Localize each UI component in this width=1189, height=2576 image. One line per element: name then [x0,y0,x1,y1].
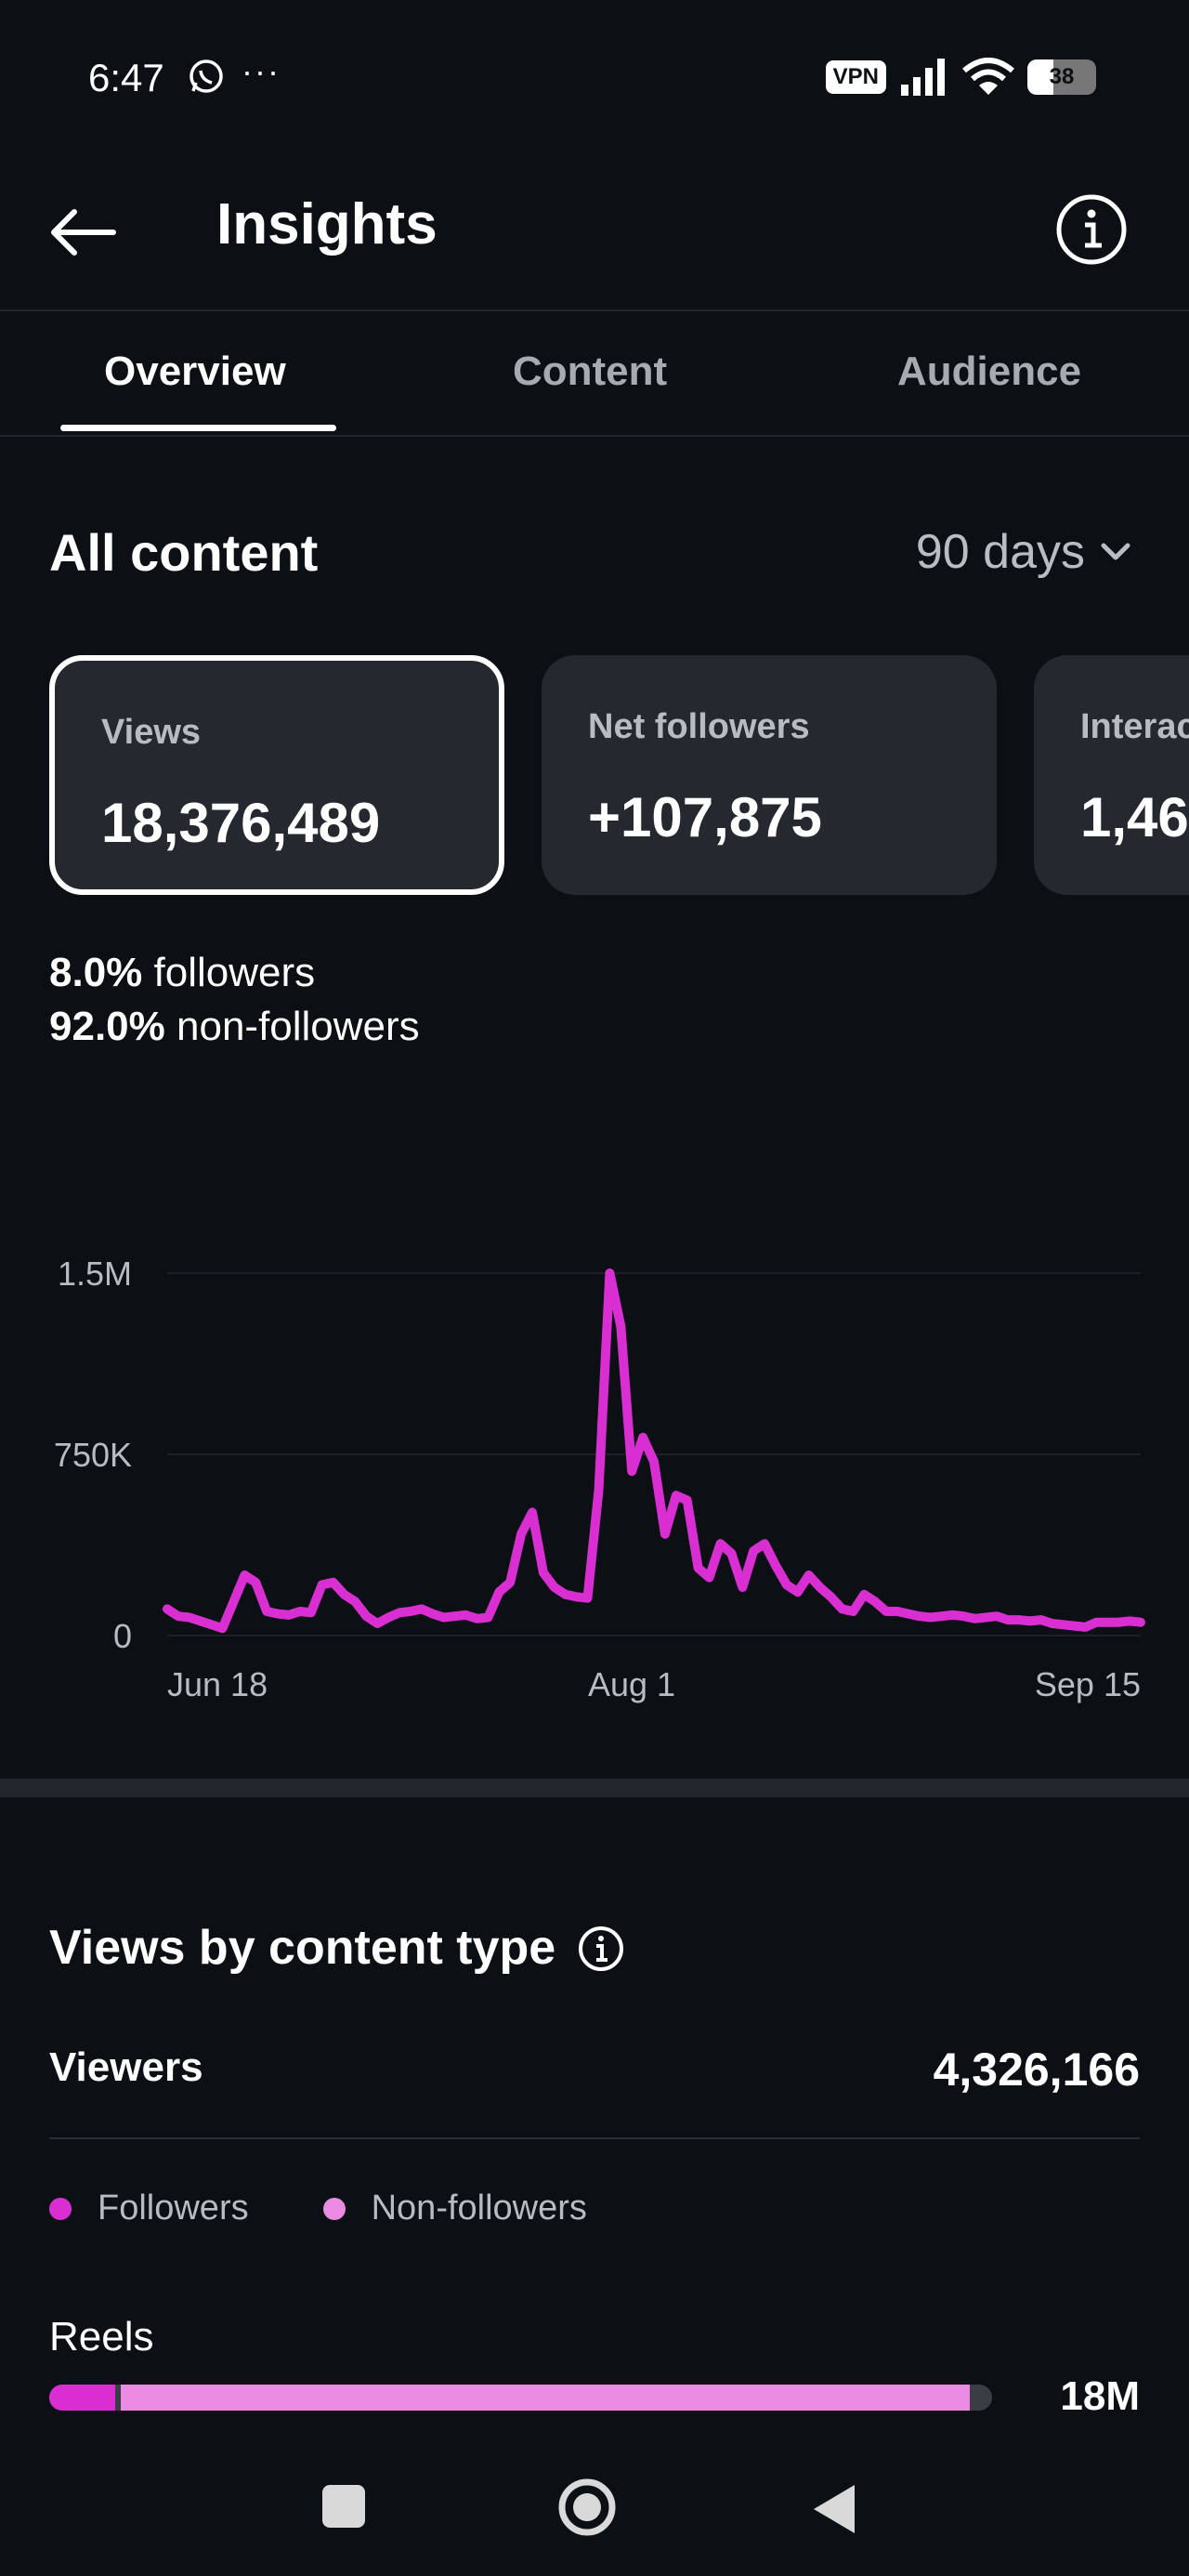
metric-label: Views [101,713,202,752]
info-icon[interactable] [576,1924,626,1974]
metric-value: 18,376,489 [101,792,381,854]
metric-card-net-followers[interactable]: Net followers +107,875 [542,655,997,895]
legend-nonfollowers: Non-followers [322,2188,587,2228]
tab-content[interactable]: Content [513,348,668,394]
metric-value: +107,875 [588,786,822,848]
legend-dot [49,2197,72,2220]
recents-button[interactable] [322,2485,365,2528]
content-type-value-reels: 18M [1060,2373,1140,2419]
battery-icon: 38 [1027,59,1096,95]
followers-share: 8.0% followers [49,950,316,995]
metric-value: 1,465 [1080,786,1189,848]
section-divider [0,1779,1189,1797]
y-tick-label: 0 [113,1617,132,1655]
reels-breakdown-bar[interactable] [49,2385,992,2411]
views-series-line [163,1268,1145,1634]
viewers-value: 4,326,166 [933,2044,1140,2096]
back-arrow-icon[interactable] [46,195,121,269]
follower-split: 8.0% followers 92.0% non-followers [49,946,420,1054]
legend: Followers Non-followers [49,2188,661,2228]
x-tick-label: Sep 15 [1035,1665,1141,1703]
metric-card-views[interactable]: Views 18,376,489 [49,655,504,895]
tab-overview[interactable]: Overview [104,348,286,394]
y-tick-label: 1.5M [58,1255,132,1293]
signal-icon [901,59,945,96]
tab-bar: Overview Content Audience [0,311,1189,437]
system-back-button[interactable] [808,2481,860,2537]
followers-segment [49,2385,116,2411]
tab-audience[interactable]: Audience [897,348,1082,394]
page-title: Insights [216,192,438,256]
x-tick-label: Jun 18 [167,1665,268,1703]
system-nav-bar [0,2444,1189,2576]
whatsapp-icon [189,59,223,93]
metric-cards: Views 18,376,489 Net followers +107,875 … [49,655,1189,897]
status-time: 6:47 [88,56,164,99]
app-header: Insights [0,158,1189,311]
x-tick-label: Aug 1 [588,1665,675,1703]
y-tick-label: 750K [54,1436,132,1474]
views-line-chart[interactable]: 1.5M 750K 0 Jun 18 Aug 1 Sep 15 [0,1227,1189,1710]
nonfollowers-segment [121,2385,970,2411]
home-button[interactable] [557,2477,617,2537]
metric-label: Interac [1080,707,1189,746]
legend-followers: Followers [49,2188,249,2228]
chevron-down-icon [1101,543,1130,560]
battery-level: 38 [1049,64,1075,89]
date-range-label: 90 days [915,525,1085,579]
date-range-dropdown[interactable]: 90 days [916,524,1131,580]
metric-card-interactions[interactable]: Interac 1,465 [1034,655,1189,895]
vpn-icon: VPN [825,60,886,94]
active-tab-indicator [60,425,336,431]
section-title: All content [49,523,319,582]
status-bar: 6:47 ··· VPN 38 [0,0,1189,158]
divider [49,2137,1140,2139]
info-icon[interactable] [1050,188,1133,271]
legend-label: Non-followers [371,2188,587,2228]
views-by-content-type-title: Views by content type [49,1921,556,1975]
viewers-label: Viewers [49,2044,203,2090]
content-type-label-reels: Reels [49,2314,154,2359]
more-notifications-icon: ··· [242,52,281,90]
wifi-icon [962,58,1014,95]
nonfollowers-share: 92.0% non-followers [49,1004,420,1049]
metric-label: Net followers [588,707,810,746]
legend-dot [322,2197,346,2220]
legend-label: Followers [98,2188,249,2228]
